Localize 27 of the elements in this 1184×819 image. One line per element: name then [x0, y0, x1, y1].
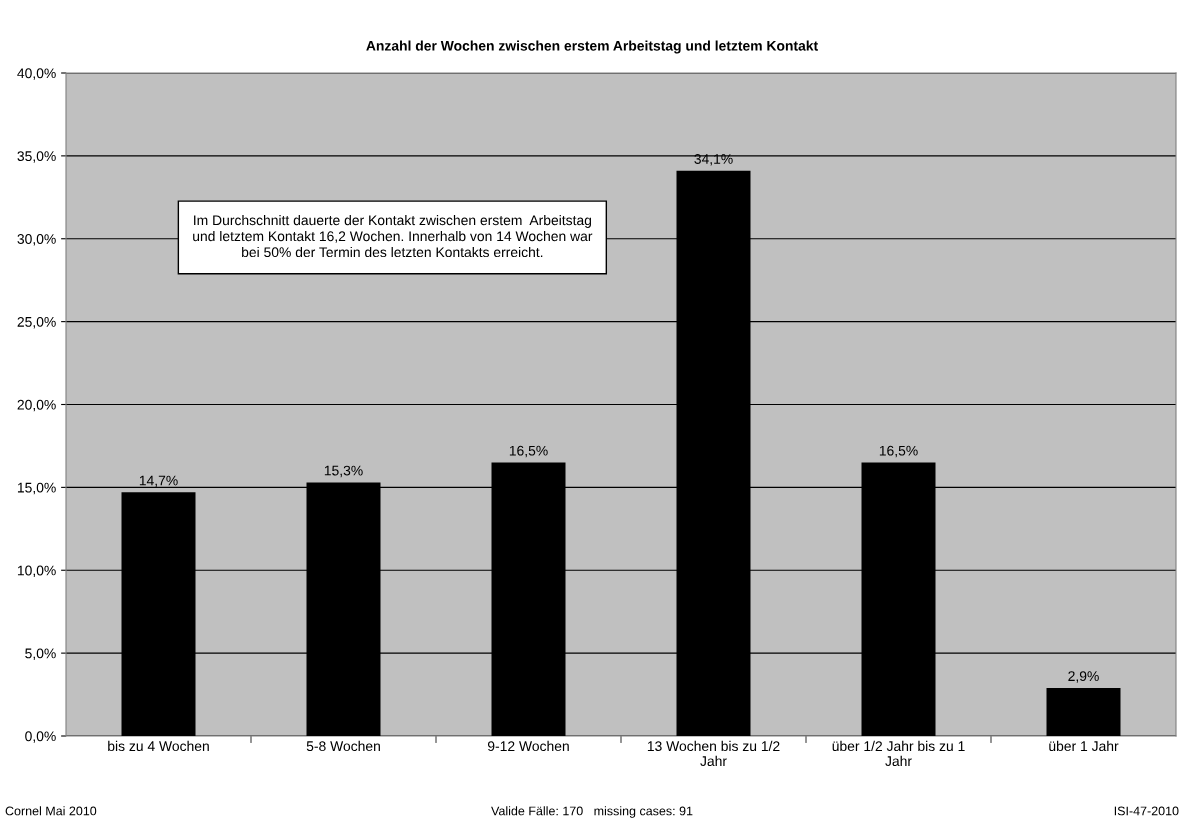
y-tick-label: 40,0%	[17, 68, 56, 80]
data-label: 34,1%	[694, 154, 733, 166]
y-tick-label: 20,0%	[17, 399, 56, 412]
x-tick-label: 5-8 Wochen	[306, 740, 380, 752]
text: Cornel Mai 2010	[5, 806, 97, 816]
data-label: 2,9%	[1068, 671, 1099, 683]
chart-title: Anzahl der Wochen zwischen erstem Arbeitstag und letztem Kontakt	[366, 40, 818, 54]
y-tick-label: 5,0%	[25, 648, 56, 660]
y-tick-label: 0,0%	[25, 731, 56, 743]
bar	[1046, 687, 1121, 736]
data-label: 16,5%	[509, 445, 548, 458]
text: ISI-47-2010	[1114, 806, 1179, 816]
data-label: 14,7%	[139, 475, 178, 488]
y-tick-label: 10,0%	[17, 565, 56, 578]
annotation: Im Durchschnitt dauerte der Kontakt zwischen erstem Arbeitstag und letztem Kontakt 16,2 Wochen. Innerhalb von 14 Wochen war bei 50% der Termin des letzten Kontakts erreicht.	[193, 214, 593, 258]
x-tick-label: 13 Wochen bis zu 1/2 Jahr	[647, 740, 780, 767]
x-tick-label: 9-12 Wochen	[487, 740, 569, 752]
text: Valide Fälle: 170 missing cases: 91	[491, 806, 693, 818]
x-tick-label: bis zu 4 Wochen	[108, 740, 209, 752]
x-tick-label: über 1/2 Jahr bis zu 1 Jahr	[832, 740, 965, 767]
x-tick-label: über 1 Jahr	[1049, 740, 1119, 752]
data-label: 16,5%	[879, 445, 918, 458]
y-tick-label: 35,0%	[17, 151, 56, 163]
y-tick-label: 25,0%	[17, 316, 56, 329]
data-label: 15,3%	[324, 465, 363, 478]
y-tick-label: 15,0%	[17, 482, 56, 495]
y-tick-label: 30,0%	[17, 234, 56, 246]
